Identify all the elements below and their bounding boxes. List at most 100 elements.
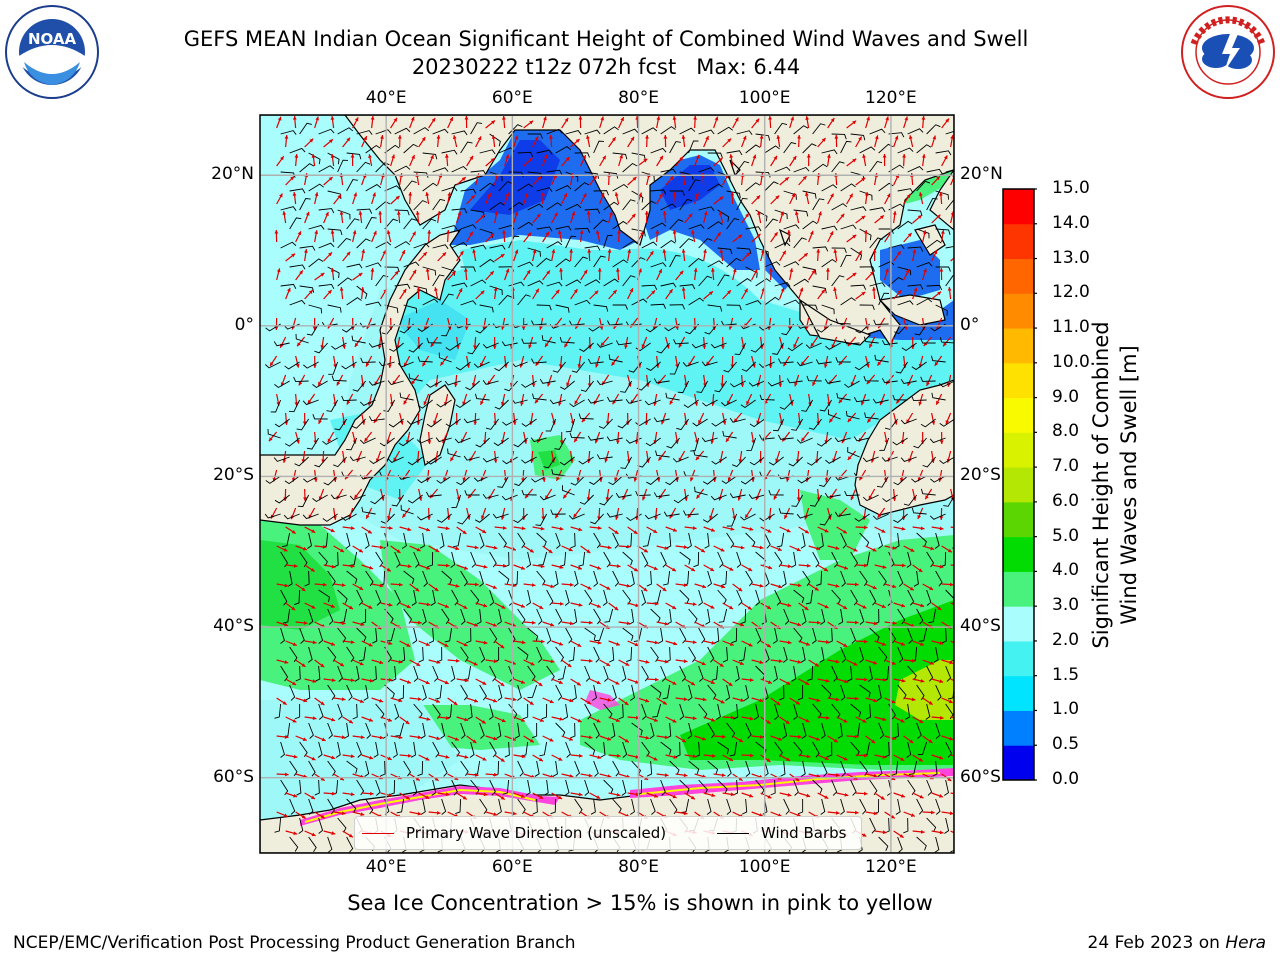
wind-barb: [650, 684, 662, 698]
wave-direction-arrowhead: [445, 716, 450, 720]
wind-barb: [926, 817, 937, 833]
wind-barb: [635, 418, 651, 427]
wave-direction-arrowhead: [491, 135, 496, 139]
wind-barb: [378, 361, 395, 367]
wind-barb: [384, 684, 395, 699]
wave-direction-arrowhead: [959, 716, 963, 720]
wind-barb: [947, 686, 954, 700]
wave-direction-arrowhead: [312, 640, 317, 645]
wind-barb: [579, 342, 594, 352]
wind-barb: [821, 760, 828, 777]
wind-barb: [482, 380, 499, 385]
wind-barb: [460, 684, 468, 701]
wind-barb: [426, 456, 442, 465]
wave-direction-arrowhead: [806, 754, 811, 759]
wind-barb: [893, 475, 908, 486]
wind-barb: [676, 418, 689, 431]
wave-direction-arrowhead: [806, 793, 811, 798]
wind-barb: [926, 168, 943, 174]
wave-direction-arrowhead: [457, 211, 462, 216]
wave-direction-arrowhead: [597, 755, 602, 760]
wind-barb: [911, 395, 927, 401]
wave-direction-arrowhead: [274, 230, 279, 234]
colorbar-swatch: [1003, 189, 1034, 225]
wind-barb: [394, 241, 411, 249]
wind-barb: [496, 608, 502, 625]
wind-barb: [850, 206, 867, 212]
wind-barb: [365, 722, 371, 739]
wave-direction-arrowhead: [434, 587, 439, 591]
wind-barb: [327, 570, 336, 586]
wave-direction-arrowhead: [663, 135, 668, 139]
wind-barb: [352, 380, 366, 392]
wave-direction-arrowhead: [907, 233, 912, 237]
wind-barb: [308, 608, 314, 625]
wave-direction-arrowhead: [825, 715, 830, 720]
wave-direction-arrowhead: [348, 719, 353, 724]
wind-barb: [441, 149, 458, 155]
wind-barb: [289, 147, 306, 154]
wind-barb: [314, 779, 320, 796]
wind-barb: [955, 571, 965, 584]
wind-barb: [677, 380, 690, 394]
wind-barb: [935, 684, 942, 701]
colorbar-swatch: [1003, 745, 1034, 781]
wave-direction-arrowhead: [483, 640, 488, 645]
wind-barb: [475, 323, 490, 334]
wave-direction-arrowhead: [559, 565, 564, 569]
wind-barb: [417, 475, 433, 484]
wind-barb: [746, 437, 757, 451]
wind-barb: [555, 146, 572, 154]
wind-barb: [916, 798, 924, 815]
wave-direction-arrowhead: [943, 155, 948, 160]
wind-barb: [840, 646, 847, 663]
wave-direction-arrowhead: [759, 698, 764, 703]
wave-direction-arrowhead: [325, 211, 329, 216]
wind-barb: [878, 836, 889, 851]
wave-direction-arrowhead: [791, 193, 796, 198]
wave-direction-arrowhead: [901, 603, 906, 608]
wave-direction-arrowhead: [330, 268, 335, 272]
wind-barb: [394, 127, 411, 135]
wind-barb: [783, 299, 800, 306]
wave-direction-arrowhead: [866, 116, 870, 121]
wave-direction-arrowhead: [322, 544, 327, 549]
wind-barb: [939, 418, 954, 427]
wave-direction-arrowhead: [730, 715, 735, 720]
lat-tick-right: 20°N: [960, 164, 1003, 185]
wind-barb: [745, 532, 756, 547]
wind-barb: [273, 456, 290, 462]
wind-barb: [356, 589, 364, 606]
wind-barb: [907, 209, 923, 217]
wave-direction-arrowhead: [307, 399, 312, 404]
wind-barb: [791, 494, 804, 507]
wind-barb: [521, 418, 537, 427]
wind-barb: [593, 140, 604, 154]
wind-barb: [280, 665, 289, 682]
wind-barb: [552, 760, 558, 777]
wave-direction-arrowhead: [350, 640, 355, 645]
wind-barb: [786, 378, 803, 384]
wind-barb: [900, 418, 917, 425]
wind-barb: [297, 494, 310, 508]
wave-direction-arrowhead: [386, 567, 391, 572]
wave-direction-arrowhead: [520, 566, 525, 570]
wind-barb: [460, 188, 477, 194]
wave-direction-arrowhead: [861, 215, 866, 220]
wave-direction-arrowhead: [698, 419, 702, 424]
wave-direction-arrowhead: [714, 116, 719, 121]
chart-title: GEFS MEAN Indian Ocean Significant Heigh…: [183, 27, 1029, 51]
wind-barb: [764, 570, 770, 587]
wind-barb: [517, 261, 534, 268]
wind-barb: [555, 304, 570, 313]
wind-barb: [621, 779, 627, 796]
wind-barb: [939, 337, 954, 344]
wind-barb: [289, 798, 296, 815]
wind-barb: [517, 532, 526, 549]
wave-direction-arrowhead: [521, 754, 526, 759]
wave-direction-arrowhead: [425, 680, 430, 685]
lon-tick-top: 120°E: [865, 88, 917, 108]
wind-barb: [879, 437, 890, 451]
wind-barb: [698, 589, 703, 606]
wind-barb: [399, 392, 414, 401]
